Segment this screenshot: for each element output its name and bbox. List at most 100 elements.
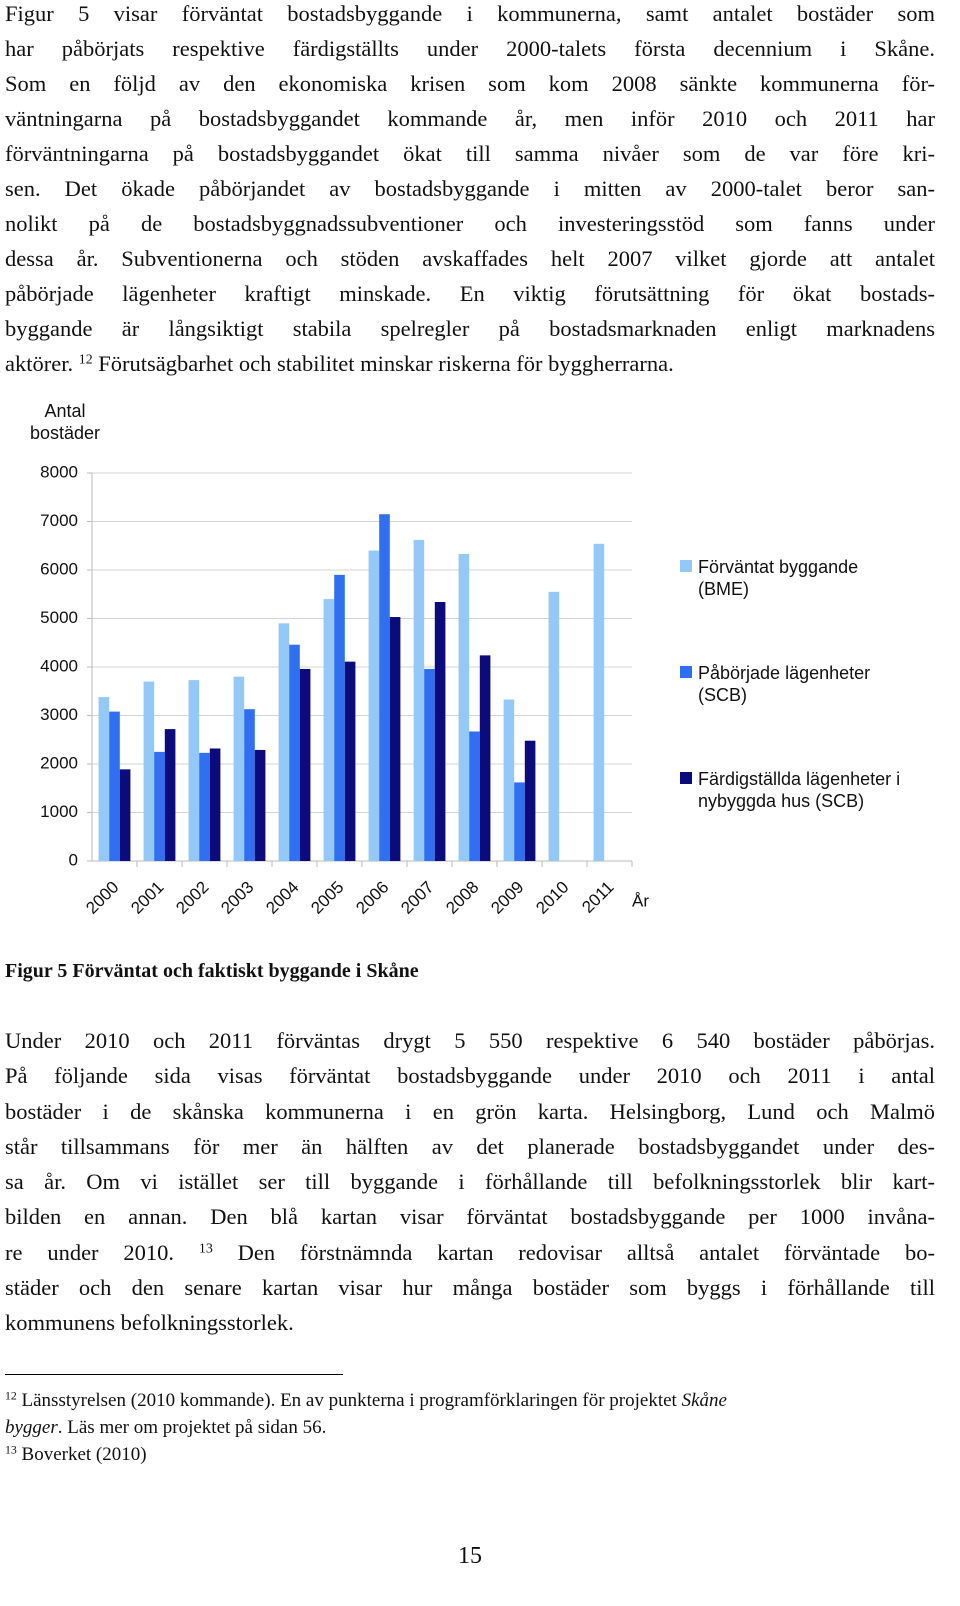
x-tick-label: 2006 (352, 878, 392, 918)
bar (413, 539, 425, 861)
text-line: kommunens befolkningsstorlek. (5, 1308, 935, 1338)
text-line: 13 Boverket (2010) (5, 1443, 935, 1467)
bar (233, 676, 245, 861)
text-line: påbörjade lägenheter kraftigt minskade. … (5, 279, 935, 309)
text-line: dessa år. Subventionerna och stöden avsk… (5, 244, 935, 274)
bar (98, 697, 110, 861)
legend-swatch (680, 666, 692, 678)
bar (244, 709, 255, 861)
x-tick-label: 2005 (307, 878, 347, 918)
text-line: bilden en annan. Den blå kartan visar fö… (5, 1202, 935, 1232)
bar (164, 729, 176, 861)
x-tick-label: 2011 (578, 878, 617, 917)
text-run: Som en följd av den ekonomiska krisen so… (5, 71, 935, 96)
text-run: På följande sida visas förväntat bostads… (5, 1063, 935, 1089)
text-line: re under 2010. 13 Den förstnämnda kartan… (5, 1238, 935, 1268)
bar (593, 543, 605, 861)
bar (278, 623, 290, 861)
bar (188, 680, 200, 861)
y-tick-label: 0 (69, 850, 78, 869)
bar (514, 782, 525, 861)
y-tick-label: 8000 (40, 462, 78, 481)
y-tick-label: 5000 (40, 608, 78, 627)
text-run: Den förstnämnda kartan redovisar alltså … (212, 1239, 935, 1265)
footnote-ref: 12 (78, 352, 93, 368)
text-line: sa år. Om vi istället ser till byggande … (5, 1167, 935, 1197)
italic-run: Skåne (681, 1390, 727, 1411)
legend-swatch (680, 772, 692, 784)
bar (368, 550, 380, 861)
bar (389, 617, 401, 861)
bar (109, 711, 120, 861)
footnote-rule (5, 1374, 343, 1375)
y-tick-label: 2000 (40, 753, 78, 772)
bar (334, 574, 345, 861)
text-line: bostäder i de skånska kommunerna i en gr… (5, 1097, 935, 1127)
y-tick-label: 3000 (40, 705, 78, 724)
footnote-ref: 12 (5, 1389, 17, 1403)
x-tick-label: 2000 (82, 878, 122, 918)
text-run: Boverket (2010) (16, 1444, 147, 1465)
text-run: sa år. Om vi istället ser till byggande … (5, 1169, 935, 1194)
text-run: re under 2010. (5, 1239, 199, 1265)
x-tick-label: 2001 (127, 878, 167, 918)
bar (479, 655, 491, 861)
y-tick-label: 1000 (40, 802, 78, 821)
y-axis-title: Antal bostäder (29, 401, 101, 443)
legend-label: Färdigställda lägenheter i nybyggda hus … (698, 769, 901, 811)
x-tick-label: 2002 (172, 878, 212, 918)
text-run: nolikt på de bostadsbyggnadssubventioner… (5, 211, 935, 236)
x-tick-label: 2009 (487, 878, 527, 918)
text-run: aktörer. (5, 351, 79, 376)
text-run: Länsstyrelsen (2010 kommande). En av pun… (16, 1390, 682, 1411)
x-tick-label: 2004 (262, 878, 302, 918)
text-line: aktörer. 12 Förutsägbarhet och stabilite… (5, 349, 935, 379)
text-line: städer och den senare kartan visar hur m… (5, 1273, 935, 1303)
x-tick-label: 2007 (397, 878, 437, 918)
text-line: Figur 5 visar förväntat bostadsbyggande … (5, 0, 935, 29)
x-tick-label: 2003 (217, 878, 257, 918)
y-tick-label: 7000 (40, 511, 78, 530)
bar (299, 668, 311, 861)
bar (424, 668, 435, 861)
text-run: sen. Det ökade påbörjandet av bostadsbyg… (5, 176, 935, 201)
bar (434, 602, 446, 861)
text-line: byggande är långsiktigt stabila spelregl… (5, 314, 935, 344)
bar (344, 661, 356, 861)
text-line: har påbörjats respektive färdigställts u… (5, 34, 935, 64)
text-run: dessa år. Subventionerna och stöden avsk… (5, 246, 935, 271)
legend-label: Påbörjade lägenheter (SCB) (698, 663, 871, 705)
bar (323, 599, 335, 861)
bar (469, 731, 480, 861)
text-line: På följande sida visas förväntat bostads… (5, 1061, 935, 1091)
text-run: bilden en annan. Den blå kartan visar fö… (5, 1204, 935, 1230)
text-run: Förutsägbarhet och stabilitet minskar ri… (92, 351, 674, 376)
text-run: förväntningarna på bostadsbyggandet ökat… (5, 141, 935, 166)
text-line: Som en följd av den ekonomiska krisen so… (5, 69, 935, 99)
text-run: Under 2010 och 2011 förväntas drygt 5 55… (5, 1028, 935, 1053)
text-line: står tillsammans för mer än hälften av d… (5, 1132, 935, 1162)
text-run: . Läs mer om projektet på sidan 56. (57, 1417, 327, 1438)
text-run: kommunens befolkningsstorlek. (5, 1310, 294, 1335)
italic-run: bygger (5, 1417, 58, 1438)
text-run: väntningarna på bostadsbyggandet kommand… (5, 106, 935, 131)
text-run: bostäder i de skånska kommunerna i en gr… (5, 1098, 935, 1124)
footnote-ref: 13 (5, 1443, 17, 1457)
text-line: förväntningarna på bostadsbyggandet ökat… (5, 139, 935, 169)
bar (289, 644, 300, 861)
text-run: påbörjade lägenheter kraftigt minskade. … (5, 281, 935, 306)
x-tick-label: 2008 (442, 878, 482, 918)
bar (254, 749, 266, 861)
bar (458, 553, 470, 861)
text-run: byggande är långsiktigt stabila spelregl… (5, 316, 935, 341)
footnote-ref: 13 (198, 1240, 213, 1256)
x-tick-label: 2010 (532, 878, 572, 918)
bar (143, 681, 155, 861)
bar (524, 740, 536, 861)
text-line: väntningarna på bostadsbyggandet kommand… (5, 104, 935, 134)
text-line: Under 2010 och 2011 förväntas drygt 5 55… (5, 1026, 935, 1056)
text-run: står tillsammans för mer än hälften av d… (5, 1133, 935, 1159)
bar (503, 699, 515, 861)
page-number: 15 (458, 1543, 482, 1569)
